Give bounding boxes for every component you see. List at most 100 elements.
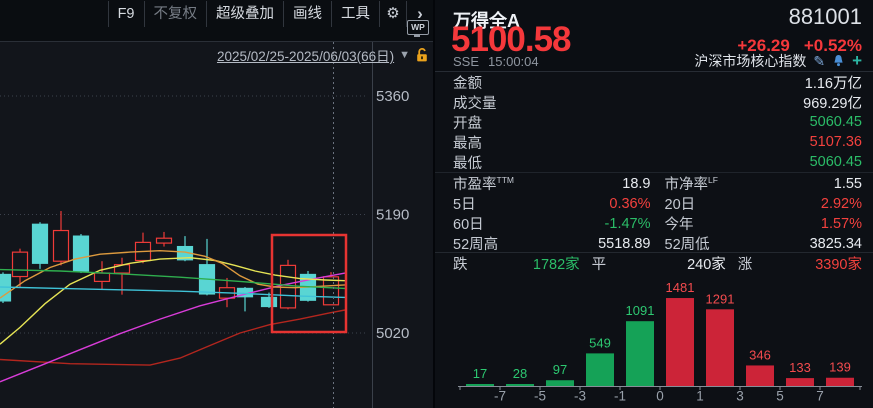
distribution-bar [786, 378, 814, 386]
quote-stat-rows: 金额 1.16万亿成交量 969.29亿 开盘 5060.45 最高 5107.36 最低 50… [435, 72, 873, 172]
change-value: +26.29 [737, 36, 790, 55]
exchange-time: SSE 15:00:04 [453, 54, 539, 69]
quote-row: 开盘 5060.45 [435, 112, 873, 132]
quote-time: 15:00:04 [488, 54, 539, 69]
svg-text:7: 7 [816, 389, 824, 404]
chevron-down-icon[interactable]: ▼ [399, 49, 410, 61]
distribution-bar [666, 298, 694, 386]
breadth-up: 涨 3390家 [738, 253, 862, 274]
toolbar-button-4[interactable]: 画线 [283, 1, 331, 27]
ma-orange [0, 249, 346, 299]
svg-text:1: 1 [696, 389, 704, 404]
distribution-bar [466, 384, 494, 386]
toolbar-button-2[interactable]: 不复权 [143, 1, 207, 27]
add-plus-icon[interactable]: + [852, 51, 862, 70]
row-label: 最低 [453, 155, 482, 172]
ma-cyan [0, 286, 346, 299]
bar-value-label: 1091 [626, 303, 655, 318]
gear-icon[interactable]: ⚙ [379, 1, 406, 27]
row-value: 1.16万亿 [804, 75, 862, 92]
date-range-selector[interactable]: 2025/02/25-2025/06/03(66日) [216, 49, 395, 64]
bar-value-label: 1291 [706, 291, 735, 306]
grid-cell: 20日 2.92% [664, 195, 863, 214]
grid-cell: 市净率LF 1.55 [664, 175, 863, 193]
highlight-box [270, 233, 348, 334]
chart-pane: F9 不复权 超级叠加 画线 工具 ⚙ › WP 2025/02/25-2025/06/03… [0, 0, 435, 408]
quote-grid-row: 市盈率TTM 18.9 市净率LF 1.55 [435, 173, 873, 193]
svg-text:5360: 5360 [376, 88, 409, 105]
svg-text:5: 5 [776, 389, 784, 404]
quote-header: 万得全A 881001 5100.58 +26.29 +0.52% SSE 15:0… [435, 0, 873, 72]
index-group-label: 沪深市场核心指数 [694, 53, 807, 69]
quote-grid-row: 60日 -1.47% 今年 1.57% [435, 213, 873, 234]
svg-text:-7: -7 [494, 389, 506, 404]
row-label: 成交量 [453, 95, 497, 112]
flat-count: 240家 [687, 257, 726, 273]
row-value: 5060.45 [809, 154, 862, 170]
ma-green [0, 268, 346, 290]
distribution-bar [506, 384, 534, 386]
bar-value-label: 139 [829, 360, 851, 375]
svg-text:5020: 5020 [376, 325, 409, 342]
unlock-icon[interactable] [415, 47, 429, 63]
down-count: 1782家 [532, 257, 580, 273]
quote-stat-grid: 市盈率TTM 18.9 市净率LF 1.55 5日 0.36% 20日 2.92% 60日 -1.… [435, 172, 873, 253]
bar-value-label: 17 [473, 366, 487, 381]
chevron-right-icon[interactable]: › [406, 1, 433, 27]
grid-cell: 60日 -1.47% [453, 215, 651, 234]
grid-cell: 52周低 3825.34 [664, 235, 863, 254]
quote-row: 最低 5060.45 [435, 152, 873, 172]
grid-cell: 52周高 5518.89 [453, 235, 651, 254]
quote-grid-row: 5日 0.36% 20日 2.92% [435, 193, 873, 214]
ma-darkred [0, 309, 346, 366]
grid-cell: 市盈率TTM 18.9 [453, 175, 651, 193]
row-value: 5107.36 [809, 134, 862, 150]
distribution-bar [826, 377, 854, 386]
candles [0, 211, 340, 312]
bar-value-label: 1481 [666, 280, 695, 295]
toolbar-button-5[interactable]: 工具 [331, 1, 379, 27]
ma-yellow [0, 256, 346, 345]
bar-value-label: 28 [513, 366, 527, 381]
svg-text:-5: -5 [534, 389, 546, 404]
bell-icon[interactable] [832, 54, 845, 68]
bar-value-label: 133 [789, 360, 811, 375]
price-change: +26.29 +0.52% [737, 36, 862, 56]
wp-window-icon[interactable]: WP [407, 20, 429, 37]
flat-label: 平 [591, 257, 607, 273]
ma-magenta [0, 272, 346, 383]
quote-row: 成交量 969.29亿 [435, 92, 873, 112]
exchange-label: SSE [453, 54, 480, 69]
down-label: 跌 [453, 257, 468, 273]
distribution-bar [626, 321, 654, 386]
edit-pencil-icon[interactable]: ✎ [813, 53, 826, 69]
quote-row: 最高 5107.36 [435, 132, 873, 152]
svg-text:5190: 5190 [376, 207, 409, 224]
up-label: 涨 [737, 257, 753, 273]
toolbar-buttons: F9 不复权 超级叠加 画线 工具 ⚙ › [107, 1, 433, 27]
svg-text:0: 0 [656, 389, 664, 404]
toolbar-button-1[interactable]: F9 [107, 1, 144, 27]
toolbar-button-3[interactable]: 超级叠加 [206, 1, 283, 27]
quote-row: 金额 1.16万亿 [435, 72, 873, 92]
last-price: 5100.58 [451, 20, 572, 59]
distribution-chart[interactable]: -7 -5 -3 -1 0 1 3 5 7 17 28 97 549 1091 1481 1291 346 133… [435, 269, 873, 408]
breadth-flat: 平 240家 [592, 253, 726, 274]
row-value: 969.29亿 [803, 95, 862, 112]
up-count: 3390家 [815, 257, 862, 273]
index-group-row: 沪深市场核心指数 ✎ + [694, 51, 862, 71]
svg-text:3: 3 [736, 389, 744, 404]
market-breadth-row: 跌 1782家 平 240家 涨 3390家 [435, 252, 873, 273]
bar-value-label: 346 [749, 347, 771, 362]
quote-grid-row: 52周高 5518.89 52周低 3825.34 [435, 233, 873, 254]
kline-chart[interactable]: 5360 5190 5020 [0, 0, 433, 408]
distribution-bar [746, 365, 774, 386]
distribution-bar [586, 353, 614, 386]
index-name: 万得全A [453, 11, 520, 31]
index-code: 881001 [788, 4, 862, 29]
chart-toolbar: F9 不复权 超级叠加 画线 工具 ⚙ › [0, 0, 433, 42]
breadth-down: 跌 1782家 [453, 253, 580, 274]
bar-value-label: 97 [553, 362, 567, 377]
bar-value-label: 549 [589, 335, 611, 350]
